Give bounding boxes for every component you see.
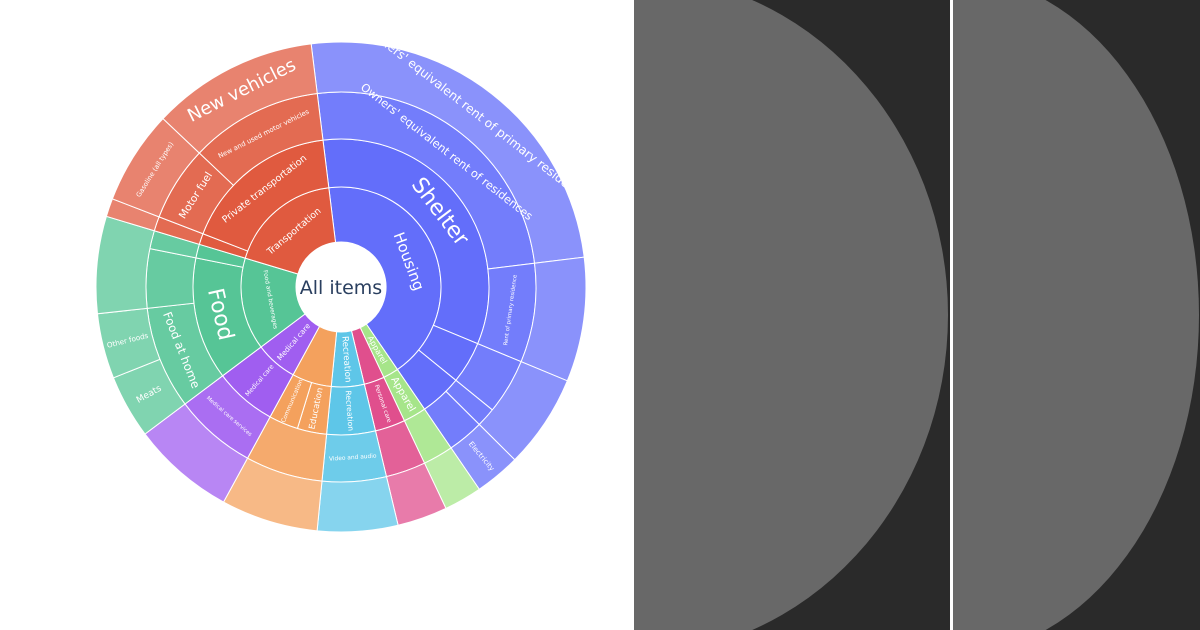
right-panel-b <box>953 0 1200 630</box>
sunburst-segment-4-food-and-beverages-11[interactable] <box>95 215 155 315</box>
panel-divider <box>950 0 953 630</box>
right-panel-a <box>634 0 950 630</box>
sunburst-segment-3-food-away-from-home-11[interactable] <box>145 248 197 309</box>
sunburst-segment-4-new-vehicles-14[interactable] <box>162 43 318 154</box>
root-label: All items <box>300 277 382 299</box>
sunburst-chart-panel: Housing Apparel Recreation Medical care Food… <box>95 42 586 533</box>
sunburst-segment-4-recreation-6[interactable] <box>316 476 399 533</box>
semicircle-shape-a <box>634 0 948 630</box>
center-hole[interactable] <box>296 242 386 332</box>
sunburst-segment-3-video-and-audio-7[interactable] <box>321 430 388 483</box>
semicircle-shape-b <box>953 0 1199 630</box>
